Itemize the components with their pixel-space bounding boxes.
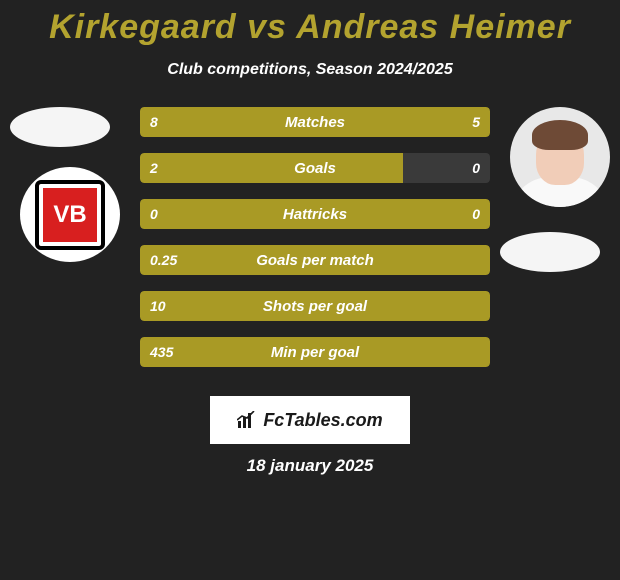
stat-bars-container: 85Matches 20Goals 00Hattricks 0.25Goals per… [140,107,490,383]
stat-row: 85Matches [140,107,490,137]
page-subtitle: Club competitions, Season 2024/2025 [0,61,620,79]
stat-label: Shots per goal [140,291,490,321]
comparison-canvas: VB 85Matches 20Goals 00Hattricks 0.25Goals … [0,107,620,407]
branding-label: FcTables.com [263,410,382,431]
date-stamp: 18 january 2025 [0,456,620,476]
stat-row: 0.25Goals per match [140,245,490,275]
player-right-club-placeholder [500,232,600,272]
stat-row: 10Shots per goal [140,291,490,321]
branding-badge: FcTables.com [210,396,410,444]
stat-row: 00Hattricks [140,199,490,229]
chart-icon [237,411,257,429]
player-left-avatar-placeholder [10,107,110,147]
stat-label: Goals per match [140,245,490,275]
stat-label: Hattricks [140,199,490,229]
stat-label: Goals [140,153,490,183]
player-left-club-crest: VB [20,167,120,262]
stat-label: Min per goal [140,337,490,367]
page-title: Kirkegaard vs Andreas Heimer [0,0,620,47]
player-right-avatar [510,107,610,207]
stat-row: 20Goals [140,153,490,183]
stat-label: Matches [140,107,490,137]
crest-icon: VB [35,180,105,250]
stat-row: 435Min per goal [140,337,490,367]
